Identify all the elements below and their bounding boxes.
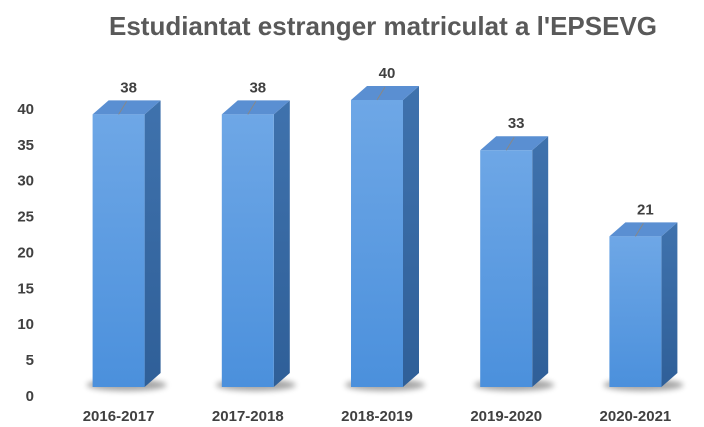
bar-side (273, 100, 290, 387)
value-label: 38 (120, 79, 137, 96)
y-tick-label: 30 (17, 173, 34, 190)
x-tick-label: 2018-2019 (341, 408, 413, 425)
bar-top (92, 100, 161, 115)
x-tick-label: 2020-2021 (600, 408, 672, 425)
y-tick-label: 10 (17, 316, 34, 333)
value-label: 40 (379, 65, 396, 82)
y-tick-label: 5 (26, 352, 34, 369)
y-tick-label: 20 (17, 244, 34, 261)
value-label: 38 (249, 79, 266, 96)
bar-top (480, 136, 549, 151)
y-tick-label: 25 (17, 209, 34, 226)
y-tick-label: 15 (17, 280, 34, 297)
value-label: 21 (637, 201, 654, 218)
bar-side (144, 100, 161, 387)
bar (351, 100, 403, 387)
chart-title: Estudiantat estranger matriculat a l'EPS… (109, 11, 657, 41)
leader-line (118, 101, 128, 115)
y-tick-label: 35 (17, 137, 34, 154)
bar (221, 114, 274, 387)
y-tick-label: 0 (26, 388, 34, 405)
bar-side (532, 136, 549, 387)
bar-top (351, 86, 419, 100)
x-tick-label: 2019-2020 (470, 408, 542, 425)
leader-line (634, 223, 644, 237)
bar-side (661, 222, 678, 387)
leader-line (505, 136, 515, 151)
bar-top (221, 100, 290, 115)
y-tick-label: 40 (17, 101, 34, 118)
x-tick-label: 2016-2017 (83, 408, 155, 425)
x-tick-label: 2017-2018 (212, 408, 284, 425)
leader-line (376, 86, 386, 101)
bar-side (403, 86, 419, 387)
leader-line (247, 101, 257, 115)
bar (480, 150, 533, 387)
bar-top (609, 222, 678, 237)
bar (609, 236, 662, 387)
value-label: 33 (508, 115, 525, 132)
bar (92, 114, 145, 387)
